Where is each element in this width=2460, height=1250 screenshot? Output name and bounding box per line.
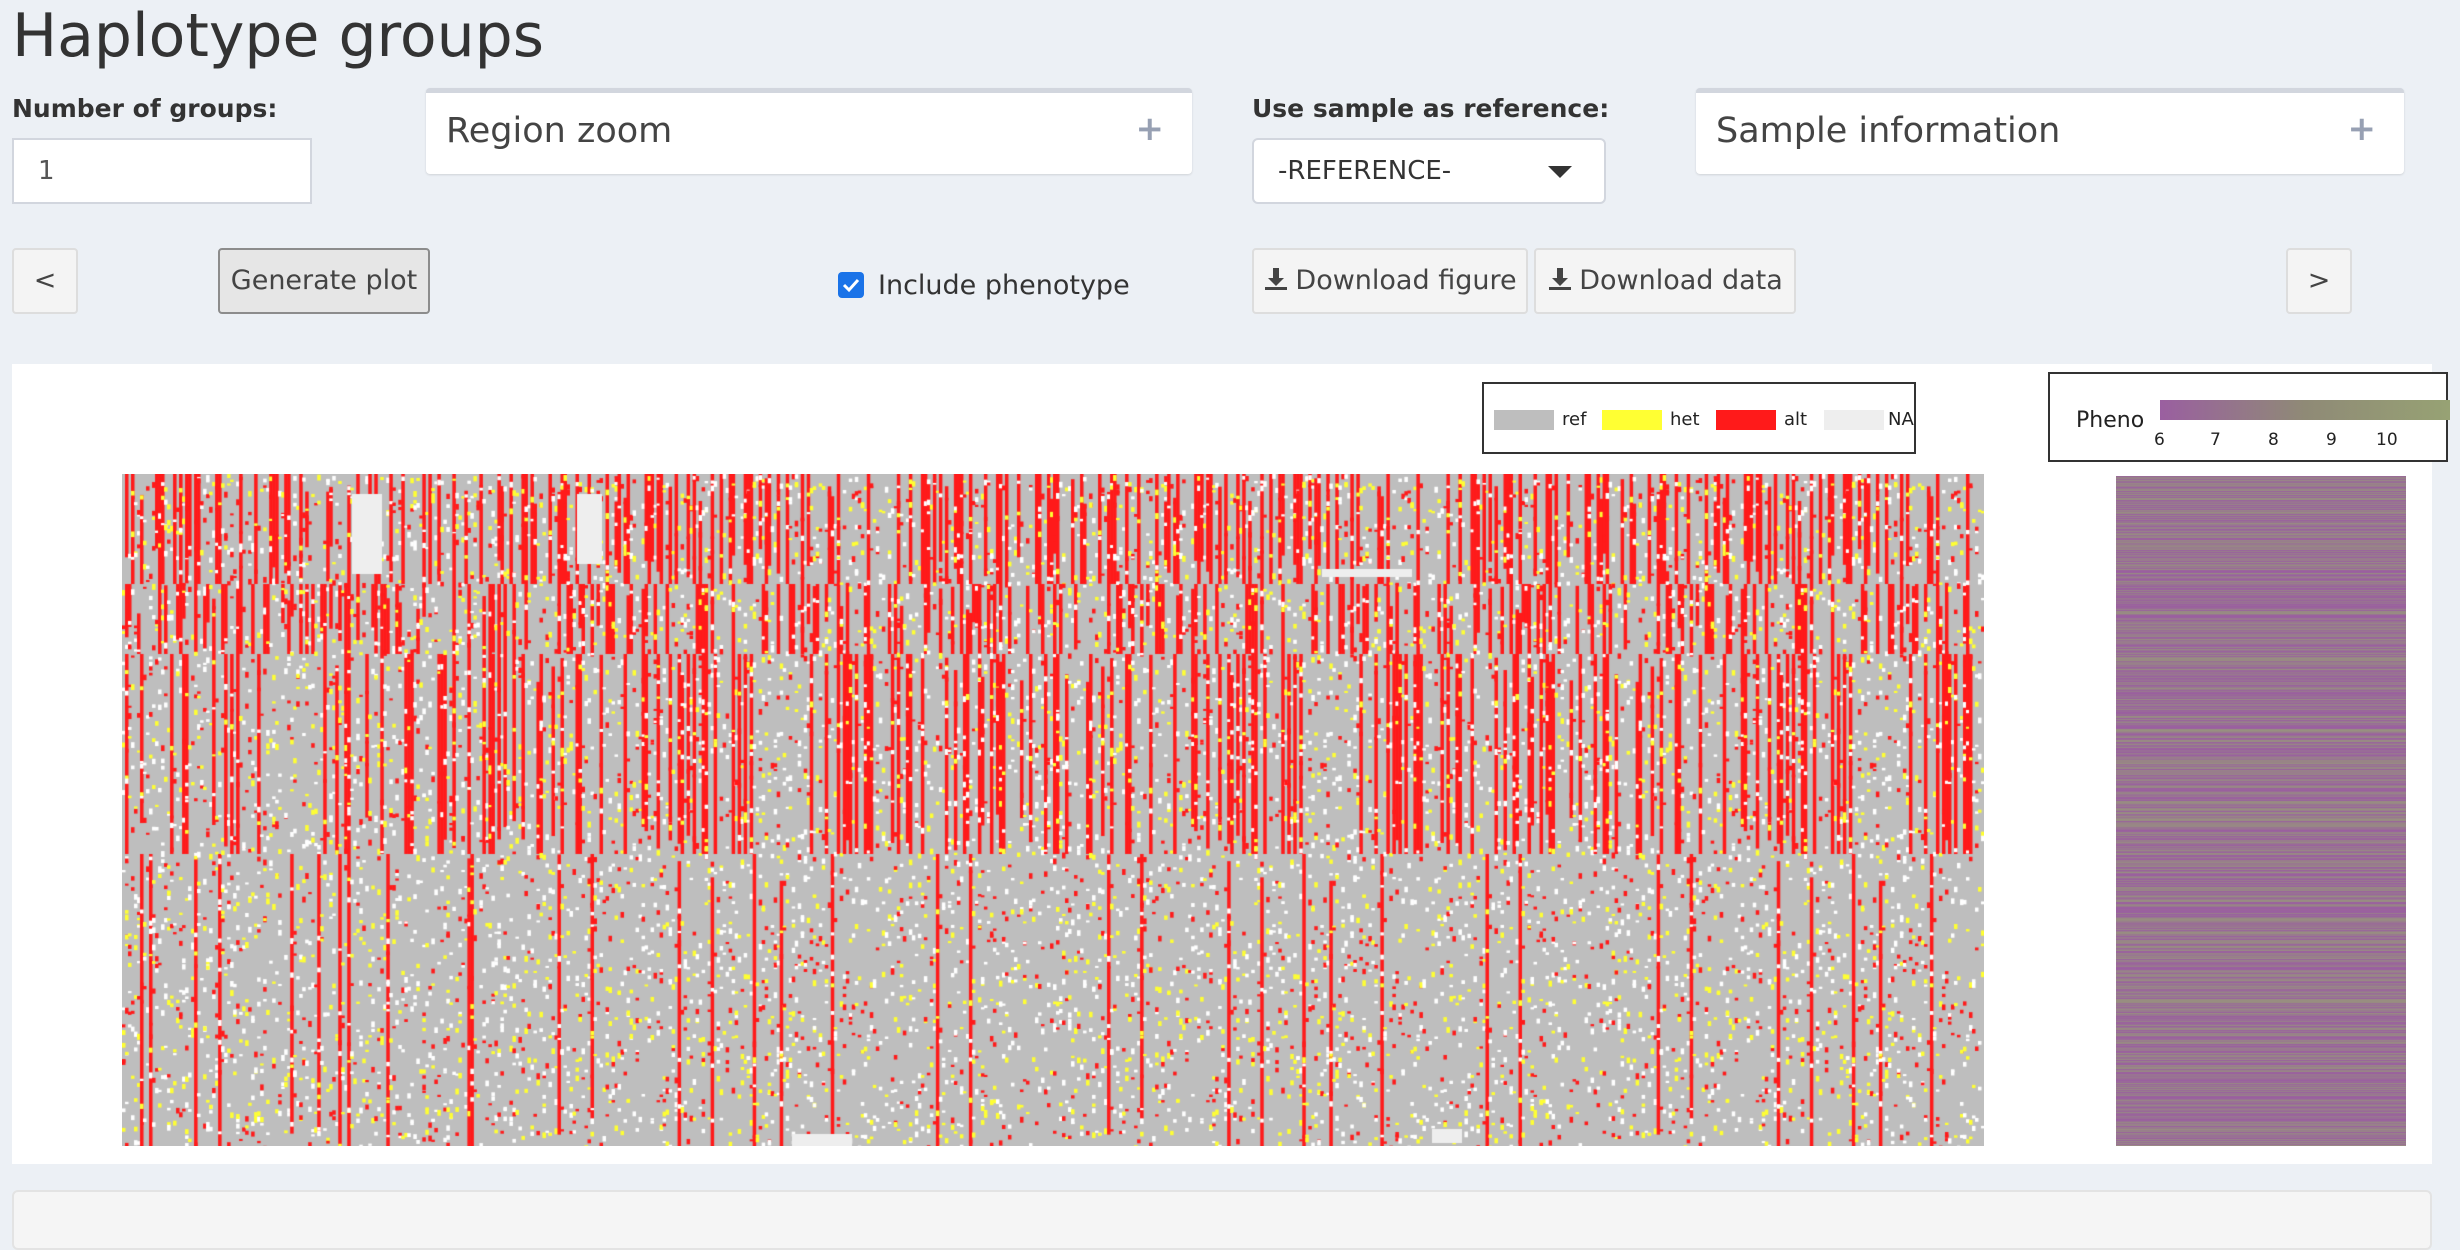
sample-info-box[interactable]: Sample information + <box>1696 88 2404 174</box>
legend-label-het: het <box>1670 409 1700 430</box>
pheno-tick: 9 <box>2326 430 2337 450</box>
include-phenotype-checkbox[interactable]: Include phenotype <box>838 270 1130 301</box>
legend-swatch-alt <box>1716 410 1776 430</box>
download-figure-button[interactable]: Download figure <box>1252 248 1528 314</box>
next-button[interactable]: > <box>2286 248 2352 314</box>
legend-swatch-het <box>1602 410 1662 430</box>
download-figure-label: Download figure <box>1295 265 1517 296</box>
region-zoom-title: Region zoom <box>446 111 673 151</box>
region-zoom-box[interactable]: Region zoom + <box>426 88 1192 174</box>
expand-plus-icon[interactable]: + <box>1135 109 1165 149</box>
genotype-heatmap <box>122 474 1984 1146</box>
checkbox-checked-icon[interactable] <box>838 272 864 298</box>
download-data-label: Download data <box>1579 265 1783 296</box>
generate-plot-button[interactable]: Generate plot <box>218 248 430 314</box>
include-phenotype-label: Include phenotype <box>878 270 1130 301</box>
pheno-legend: Pheno 6 7 8 9 10 <box>2048 372 2450 462</box>
reference-select[interactable]: -REFERENCE- <box>1252 138 1606 204</box>
bottom-panel <box>12 1190 2432 1250</box>
legend-label-ref: ref <box>1562 409 1587 430</box>
sample-info-title: Sample information <box>1716 111 2061 151</box>
legend-label-na: NA <box>1888 409 1914 430</box>
caret-down-icon <box>1548 166 1572 178</box>
pheno-tick: 7 <box>2210 430 2221 450</box>
download-icon <box>1549 268 1572 290</box>
page-title: Haplotype groups <box>12 1 544 71</box>
num-groups-label: Number of groups: <box>12 94 278 123</box>
download-data-button[interactable]: Download data <box>1534 248 1796 314</box>
pheno-gradient-bar <box>2160 400 2450 420</box>
prev-button[interactable]: < <box>12 248 78 314</box>
reference-label: Use sample as reference: <box>1252 94 1610 123</box>
pheno-tick: 6 <box>2154 430 2165 450</box>
legend-swatch-ref <box>1494 410 1554 430</box>
expand-plus-icon[interactable]: + <box>2347 109 2377 149</box>
legend-label-alt: alt <box>1784 409 1808 430</box>
pheno-tick: 10 <box>2376 430 2398 450</box>
genotype-legend: ref het alt NA <box>1482 382 1916 454</box>
haplotype-plot: ref het alt NA Pheno 6 7 8 9 10 <box>12 364 2450 1164</box>
num-groups-input[interactable] <box>12 138 312 204</box>
reference-select-value: -REFERENCE- <box>1278 156 1452 186</box>
pheno-legend-title: Pheno <box>2076 408 2145 433</box>
phenotype-strip <box>2116 476 2406 1146</box>
download-icon <box>1265 268 1288 290</box>
legend-swatch-na <box>1824 410 1884 430</box>
pheno-tick: 8 <box>2268 430 2279 450</box>
